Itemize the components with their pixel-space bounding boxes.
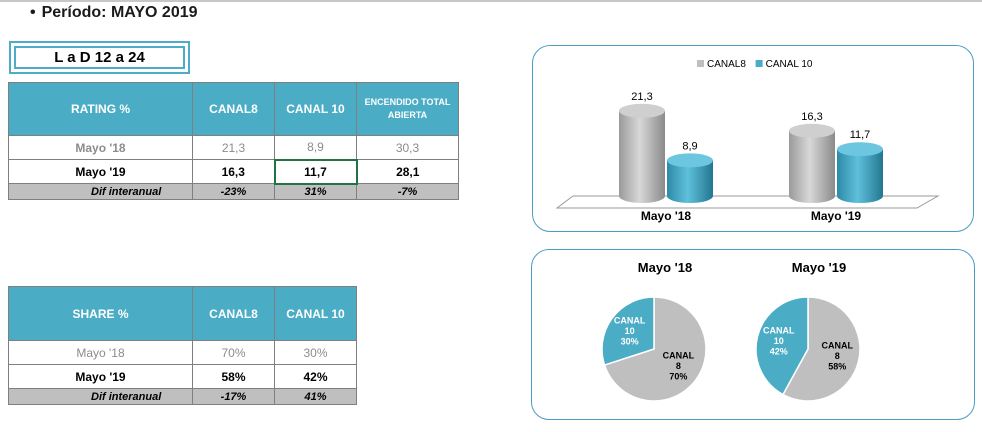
- cell[interactable]: 16,3: [192, 159, 275, 184]
- category-label: Mayo '19: [811, 209, 862, 223]
- table-row-dif: Dif interanual -17% 41%: [8, 388, 357, 405]
- slice-label: 8: [835, 351, 840, 361]
- row-label[interactable]: Mayo '18: [8, 340, 193, 365]
- bar-body: [619, 110, 665, 203]
- row-label[interactable]: Mayo '18: [8, 135, 193, 160]
- selected-cell[interactable]: 11,7: [273, 158, 358, 185]
- table-row: Mayo '18 70% 30%: [8, 340, 357, 365]
- bar-top: [789, 123, 835, 138]
- bar-canal10-1: [837, 142, 883, 203]
- bullet: •: [30, 4, 36, 21]
- pie-slice: [781, 296, 861, 402]
- dif-label[interactable]: Dif interanual: [8, 183, 193, 200]
- row-label[interactable]: Mayo '19: [8, 159, 193, 184]
- cell[interactable]: 28,1: [356, 159, 459, 184]
- slice-label: 70%: [669, 372, 687, 382]
- time-slot-badge: L a D 12 a 24: [9, 41, 190, 74]
- slice-label: 42%: [770, 346, 788, 356]
- slice-label: CANAL: [614, 315, 646, 325]
- legend-label: CANAL 10: [766, 59, 813, 70]
- table-row: Mayo '18 21,3 8,9 30,3: [8, 135, 459, 160]
- slice-label: 8: [676, 361, 681, 371]
- slice-label: 30%: [621, 336, 639, 346]
- pie-title: Mayo '18: [638, 260, 692, 275]
- pie-chart-panel: Mayo '18 CANAL 8 70% CANAL 10 30% Mayo '19 CANAL…: [531, 249, 975, 420]
- pie: [601, 296, 707, 402]
- legend-label: CANAL8: [707, 59, 746, 70]
- slice-label: 10: [774, 336, 784, 346]
- chart-legend: CANAL8 CANAL 10: [697, 59, 813, 70]
- slice-label: CANAL: [763, 325, 795, 335]
- rating-header-label: RATING %: [8, 82, 193, 136]
- cell[interactable]: -17%: [192, 388, 275, 405]
- cell[interactable]: -7%: [356, 183, 459, 200]
- bar-canal8-1: [789, 123, 835, 203]
- cell[interactable]: 31%: [274, 183, 357, 200]
- share-header-label: SHARE %: [8, 286, 193, 341]
- slice-label: CANAL: [663, 351, 695, 361]
- data-label: 8,9: [682, 140, 697, 152]
- top-divider: [0, 0, 982, 2]
- bar-body: [789, 130, 835, 203]
- bar-body: [667, 160, 713, 203]
- data-label: 21,3: [631, 91, 652, 103]
- table-row: Mayo '19 16,3 11,7 28,1: [8, 158, 459, 185]
- period-label: Período: MAYO 2019: [41, 4, 198, 21]
- bar-top: [619, 103, 665, 118]
- cell[interactable]: 58%: [192, 364, 275, 389]
- data-label: 16,3: [801, 111, 822, 123]
- category-label: Mayo '18: [641, 209, 692, 223]
- pie-title: Mayo '19: [792, 260, 846, 275]
- cell[interactable]: 30%: [274, 340, 357, 365]
- legend-swatch: [697, 60, 704, 67]
- table-row-dif: Dif interanual -23% 31% -7%: [8, 183, 459, 200]
- cell[interactable]: 30,3: [356, 135, 459, 160]
- data-label: 11,7: [850, 129, 871, 141]
- pie-slice: [601, 296, 655, 367]
- time-slot-label: L a D 12 a 24: [14, 46, 185, 69]
- cell[interactable]: 21,3: [192, 135, 275, 160]
- cell[interactable]: 70%: [192, 340, 275, 365]
- cell[interactable]: 41%: [274, 388, 357, 405]
- table-row: Mayo '19 58% 42%: [8, 364, 357, 389]
- pie-slice: [603, 296, 707, 402]
- bar-chart: CANAL8 CANAL 10 21,3 8,9 Mayo '18 16,3 11,7 May…: [555, 59, 940, 223]
- bar-canal8-0: [619, 103, 665, 203]
- period-title: • Período: MAYO 2019: [30, 4, 198, 22]
- rating-header-canal8: CANAL8: [192, 82, 275, 136]
- slice-label: 58%: [828, 362, 846, 372]
- bar-body: [837, 149, 883, 203]
- rating-table: RATING % CANAL8 CANAL 10 ENCENDIDO TOTAL…: [8, 82, 459, 200]
- legend-swatch: [755, 60, 763, 67]
- share-header-canal10: CANAL 10: [274, 286, 357, 341]
- rating-header-canal10: CANAL 10: [274, 82, 357, 136]
- pie-slice: [755, 296, 809, 396]
- slice-label: 10: [625, 326, 635, 336]
- cell[interactable]: 42%: [274, 364, 357, 389]
- rating-header-encendido: ENCENDIDO TOTAL ABIERTA: [356, 82, 459, 136]
- share-table: SHARE % CANAL8 CANAL 10 Mayo '18 70% 30%…: [8, 286, 357, 405]
- bar-top: [837, 142, 883, 157]
- dif-label[interactable]: Dif interanual: [8, 388, 193, 405]
- row-label[interactable]: Mayo '19: [8, 364, 193, 389]
- slice-label: CANAL: [821, 341, 853, 351]
- cell[interactable]: 8,9: [274, 135, 357, 160]
- cell[interactable]: -23%: [192, 183, 275, 200]
- bar-top: [667, 153, 713, 168]
- share-header-canal8: CANAL8: [192, 286, 275, 341]
- pie: [755, 296, 861, 402]
- bar-canal10-0: [667, 153, 713, 203]
- bar-chart-panel: CANAL8 CANAL 10 21,3 8,9 Mayo '18 16,3 11,7 May…: [532, 45, 974, 232]
